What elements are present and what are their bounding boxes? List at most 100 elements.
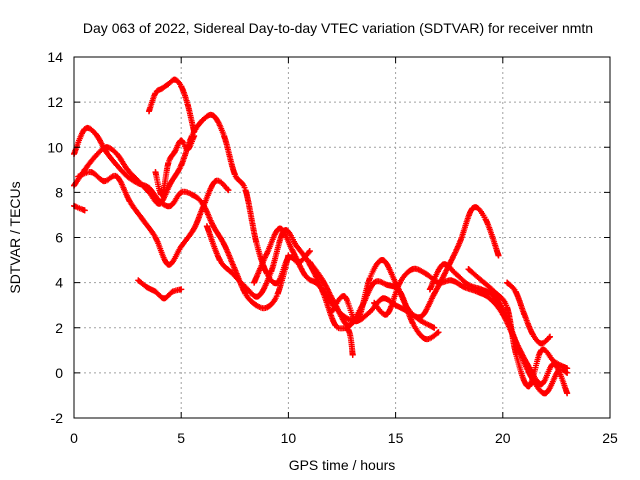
data-point bbox=[231, 266, 238, 273]
data-point bbox=[306, 259, 313, 266]
data-point bbox=[146, 189, 153, 196]
data-point bbox=[178, 83, 185, 90]
data-point bbox=[191, 132, 198, 139]
data-point bbox=[263, 304, 270, 311]
data-point bbox=[564, 390, 571, 397]
data-point bbox=[456, 239, 463, 246]
data-point bbox=[315, 281, 322, 288]
series-markers bbox=[146, 76, 198, 135]
data-point bbox=[332, 322, 339, 329]
data-point bbox=[113, 173, 120, 180]
data-point bbox=[167, 202, 174, 209]
data-point bbox=[302, 272, 309, 279]
y-tick-label: 14 bbox=[47, 49, 63, 65]
data-point bbox=[152, 288, 159, 295]
data-point bbox=[221, 241, 228, 248]
data-point bbox=[113, 151, 120, 158]
data-point bbox=[210, 223, 217, 230]
data-point bbox=[101, 178, 108, 185]
chart-title: Day 063 of 2022, Sidereal Day-to-day VTE… bbox=[83, 20, 593, 36]
data-point bbox=[478, 286, 485, 293]
data-point bbox=[478, 277, 485, 284]
data-point bbox=[384, 281, 391, 288]
data-point bbox=[504, 279, 511, 286]
data-point bbox=[274, 279, 281, 286]
data-point bbox=[251, 279, 258, 286]
data-point bbox=[113, 162, 120, 169]
x-tick-label: 25 bbox=[602, 430, 618, 446]
data-point bbox=[126, 198, 133, 205]
data-point bbox=[188, 191, 195, 198]
y-axis-label: SDTVAR / TECUs bbox=[7, 181, 23, 293]
data-point bbox=[512, 349, 519, 356]
data-point bbox=[229, 270, 236, 277]
data-point bbox=[75, 173, 82, 180]
data-point bbox=[409, 266, 416, 273]
data-point bbox=[426, 286, 433, 293]
data-point bbox=[529, 331, 536, 338]
data-point bbox=[379, 295, 386, 302]
data-point bbox=[216, 257, 223, 264]
data-point bbox=[371, 279, 378, 286]
data-point bbox=[210, 112, 217, 119]
data-point bbox=[521, 311, 528, 318]
data-point bbox=[225, 187, 232, 194]
data-point bbox=[512, 288, 519, 295]
data-point bbox=[152, 90, 159, 97]
data-point bbox=[538, 347, 545, 354]
data-point bbox=[465, 266, 472, 273]
data-point bbox=[452, 270, 459, 277]
x-tick-label: 15 bbox=[388, 430, 404, 446]
data-point bbox=[409, 320, 416, 327]
data-point bbox=[178, 189, 185, 196]
data-point bbox=[435, 329, 442, 336]
series-track-6 bbox=[146, 76, 198, 135]
data-point bbox=[546, 333, 553, 340]
data-point bbox=[542, 390, 549, 397]
data-point bbox=[538, 381, 545, 388]
data-point bbox=[171, 148, 178, 155]
data-point bbox=[289, 248, 296, 255]
y-tick-label: 6 bbox=[55, 230, 63, 246]
series-track-7 bbox=[152, 132, 198, 198]
data-point bbox=[504, 304, 511, 311]
data-point bbox=[538, 340, 545, 347]
data-point bbox=[465, 281, 472, 288]
data-point bbox=[88, 169, 95, 176]
data-point bbox=[255, 293, 262, 300]
data-point bbox=[221, 132, 228, 139]
data-point bbox=[551, 358, 558, 365]
data-point bbox=[156, 200, 163, 207]
data-point bbox=[161, 295, 168, 302]
y-tick-label: 0 bbox=[55, 365, 63, 381]
data-point bbox=[439, 261, 446, 268]
data-point bbox=[491, 288, 498, 295]
data-point bbox=[242, 290, 249, 297]
series-track-11 bbox=[328, 204, 502, 325]
x-tick-label: 10 bbox=[281, 430, 297, 446]
data-point bbox=[276, 225, 283, 232]
data-point bbox=[139, 216, 146, 223]
data-point bbox=[143, 284, 150, 291]
data-point bbox=[461, 284, 468, 291]
x-tick-label: 20 bbox=[495, 430, 511, 446]
y-tick-label: 12 bbox=[47, 94, 63, 110]
data-point bbox=[124, 166, 131, 173]
data-point bbox=[495, 252, 502, 259]
data-point bbox=[525, 383, 532, 390]
y-tick-label: 4 bbox=[55, 275, 63, 291]
data-point bbox=[366, 308, 373, 315]
data-point bbox=[422, 270, 429, 277]
data-point bbox=[191, 225, 198, 232]
y-tick-label: 10 bbox=[47, 139, 63, 155]
tick-layer: 0 5 10 15 20 25 -2 0 2 4 6 8 10 12 14 bbox=[47, 49, 618, 446]
data-point bbox=[165, 81, 172, 88]
data-point bbox=[184, 101, 191, 108]
data-point bbox=[158, 85, 165, 92]
data-point bbox=[486, 295, 493, 302]
data-point bbox=[165, 261, 172, 268]
data-point bbox=[431, 290, 438, 297]
data-point bbox=[293, 243, 300, 250]
data-point bbox=[422, 336, 429, 343]
